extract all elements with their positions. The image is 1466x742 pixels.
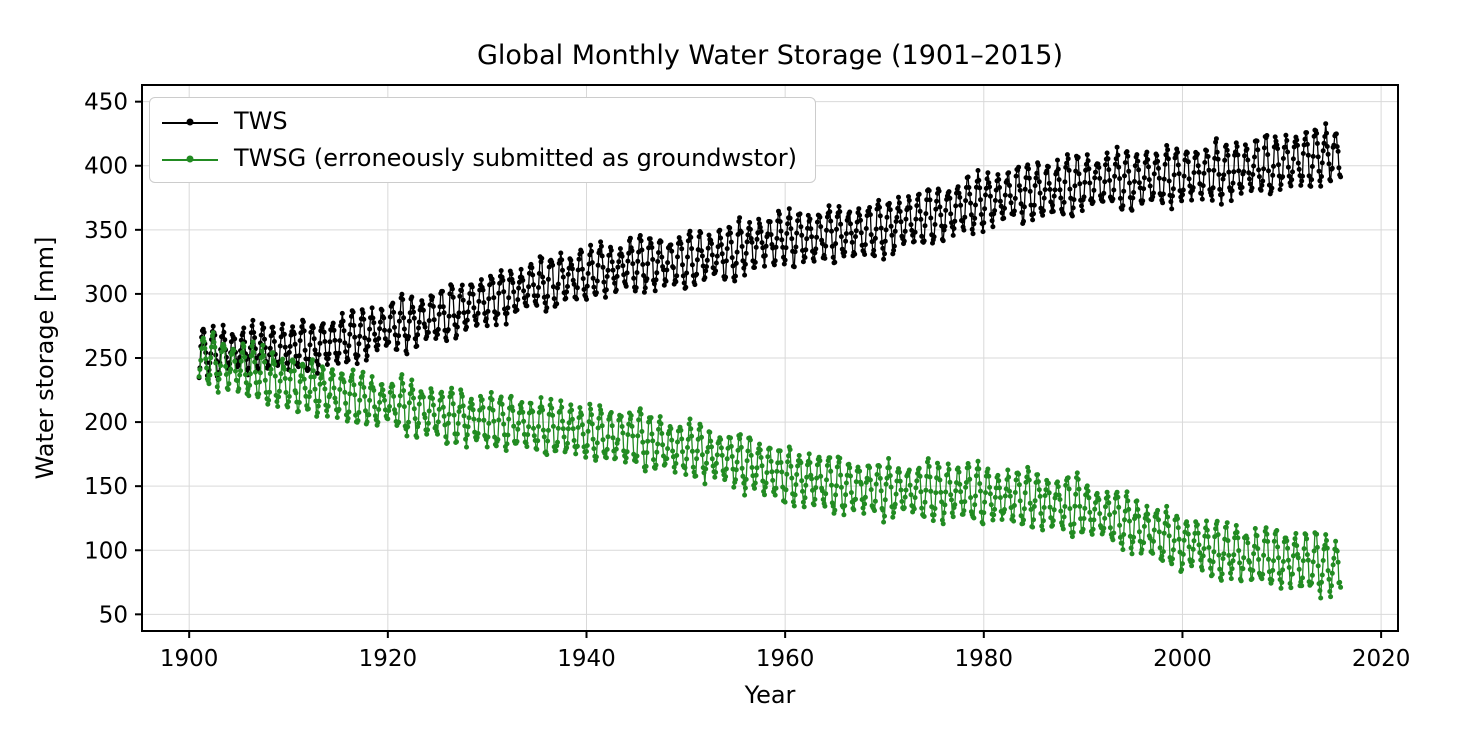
legend-label-tws: TWS	[234, 107, 288, 135]
chart-title: Global Monthly Water Storage (1901–2015)	[476, 40, 1063, 71]
y-tick-label: 50	[99, 602, 128, 628]
x-tick-label: 1980	[955, 646, 1014, 672]
tws-line-marker-icon	[162, 107, 218, 136]
x-axis-label: Year	[744, 681, 796, 709]
legend: TWS TWSG (erroneously submitted as groun…	[149, 97, 816, 183]
y-tick-label: 400	[84, 154, 128, 180]
legend-label-twsg: TWSG (erroneously submitted as groundwst…	[234, 144, 797, 172]
x-tick-label: 1940	[557, 646, 616, 672]
series-markers-twsg	[196, 330, 1344, 601]
x-tick-label: 1960	[756, 646, 815, 672]
x-tick-label: 2020	[1352, 646, 1411, 672]
y-tick-label: 150	[84, 474, 128, 500]
y-tick-label: 250	[84, 346, 128, 372]
y-tick-label: 300	[84, 282, 128, 308]
y-axis-label: Water storage [mm]	[31, 236, 59, 480]
x-tick-label: 1920	[359, 646, 418, 672]
legend-item-twsg: TWSG (erroneously submitted as groundwst…	[162, 144, 797, 173]
y-tick-label: 200	[84, 410, 128, 436]
y-tick-label: 100	[84, 538, 128, 564]
twsg-line-marker-icon	[162, 144, 218, 173]
y-tick-label: 350	[84, 218, 128, 244]
x-tick-label: 2000	[1153, 646, 1212, 672]
legend-item-tws: TWS	[162, 107, 797, 136]
x-tick-label: 1900	[160, 646, 219, 672]
y-tick-label: 450	[84, 90, 128, 116]
